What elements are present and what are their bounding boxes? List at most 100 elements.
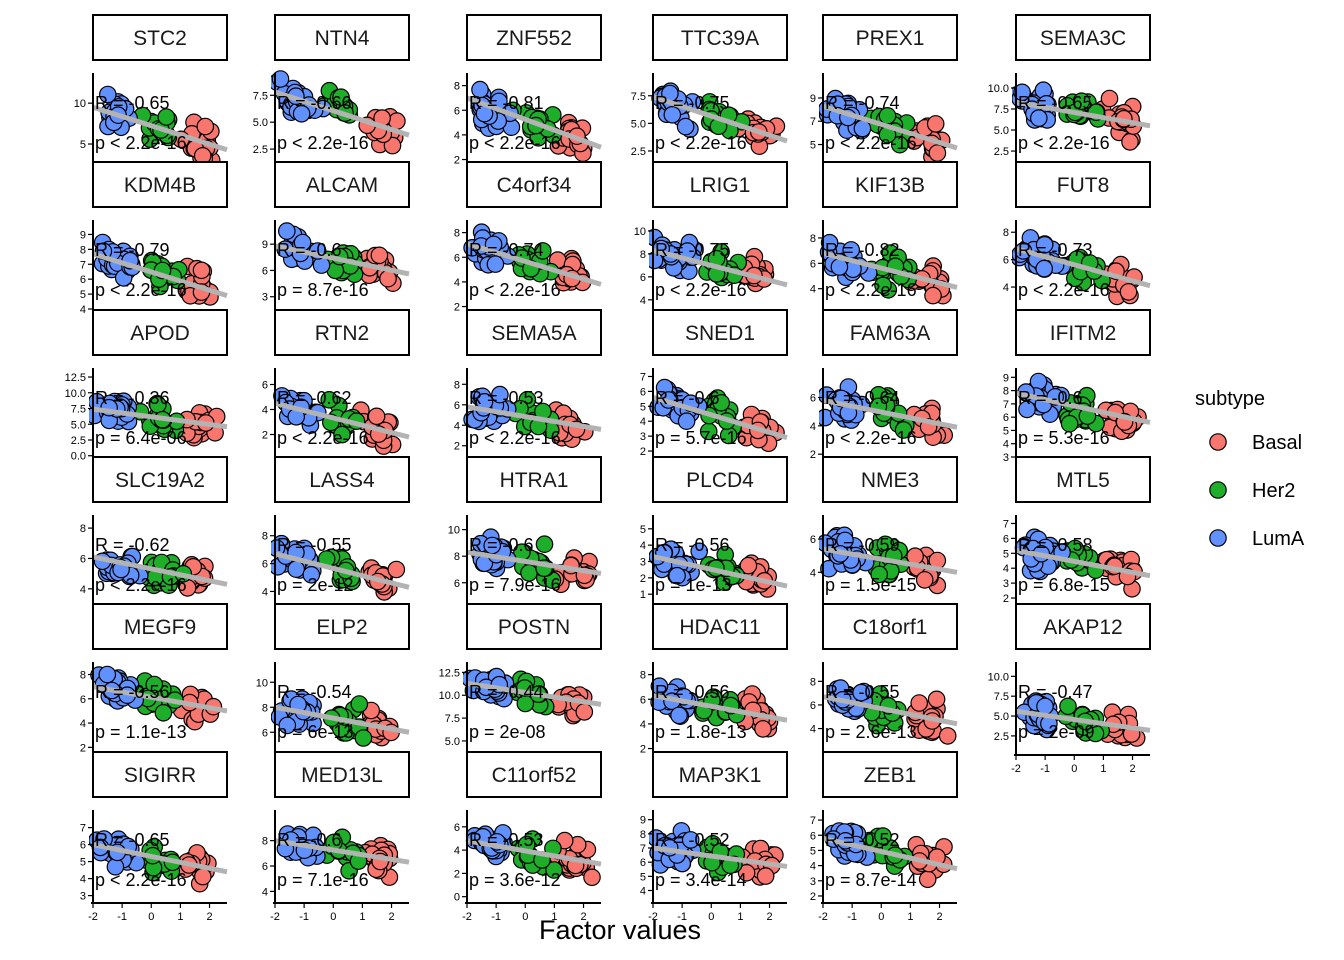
x-tick-label: -1	[1040, 763, 1050, 775]
strip-box	[822, 603, 958, 650]
p-value-label: p = 2e-09	[1018, 722, 1095, 742]
point-basal	[927, 690, 946, 709]
panel-kdm4b: KDM4B R = -0.79 p < 2.2e-16 4 5 6 7 8 9	[80, 161, 228, 316]
strip-label: NME3	[861, 469, 919, 492]
legend-item-her2: Her2	[1209, 480, 1295, 502]
y-tick-label: 8	[1003, 227, 1009, 239]
point-basal	[387, 560, 406, 579]
panel-rtn2: RTN2 R = -0.62 p < 2.2e-16 2 4 6	[262, 309, 410, 461]
y-tick-label: 6	[454, 822, 460, 834]
y-tick-label: 3	[640, 557, 646, 569]
point-her2	[870, 565, 888, 584]
y-tick-label: 5	[1003, 548, 1009, 560]
x-tick-label: -1	[299, 911, 309, 923]
y-tick-label: 8	[262, 836, 268, 848]
y-tick-label: 7.5	[994, 691, 1009, 703]
correlation-label: R = -0.52	[655, 830, 730, 850]
point-her2	[157, 108, 176, 126]
correlation-label: R = -0.59	[825, 535, 900, 555]
y-tick-label: 7	[1003, 399, 1009, 411]
point-her2	[890, 135, 909, 154]
strip-label: LASS4	[309, 469, 375, 492]
point-her2	[154, 703, 173, 722]
y-tick-label: 2	[810, 891, 816, 903]
strip-label: KIF13B	[855, 174, 925, 197]
point-her2	[533, 242, 552, 260]
x-tick-label: 1	[907, 911, 913, 923]
y-tick-label: 5	[810, 140, 816, 152]
y-tick-label: 2	[454, 302, 460, 314]
correlation-label: R = -0.65	[95, 830, 170, 850]
y-tick-label: 8	[454, 379, 460, 391]
y-tick-label: 7.5	[994, 104, 1009, 116]
p-value-label: p = 3.4e-14	[655, 870, 747, 890]
regression-line	[822, 694, 958, 727]
y-tick-label: 2	[640, 573, 646, 585]
y-tick-label: 2	[454, 868, 460, 880]
x-tick-label: -2	[462, 911, 472, 923]
legend-key	[1209, 433, 1227, 451]
point-her2	[354, 729, 373, 747]
regression-line	[822, 397, 958, 430]
strip-box	[822, 14, 958, 61]
y-tick-label: 6	[262, 727, 268, 739]
p-value-label: p < 2.2e-16	[95, 870, 187, 890]
regression-line	[92, 554, 228, 587]
y-tick-label: 3	[80, 891, 86, 903]
p-value-label: p < 2.2e-16	[825, 428, 917, 448]
strip-box	[466, 161, 602, 208]
y-tick-label: 4	[454, 420, 460, 432]
x-tick-label: 2	[388, 911, 394, 923]
point-luma	[676, 117, 695, 136]
strip-label: HTRA1	[500, 469, 569, 492]
regression-line	[466, 838, 602, 867]
y-tick-label: 5	[640, 524, 646, 536]
y-tick-label: 3	[1003, 452, 1009, 464]
strip-box	[274, 309, 410, 356]
correlation-label: R = -0.6	[277, 830, 342, 850]
point-her2	[894, 421, 913, 439]
y-tick-label: 10	[634, 226, 646, 238]
p-value-label: p = 6.4e-06	[95, 428, 187, 448]
point-basal	[1121, 133, 1139, 151]
x-tick-label: 2	[936, 911, 942, 923]
point-basal	[756, 867, 775, 885]
y-tick-label: 4	[1003, 439, 1009, 451]
point-luma	[302, 565, 321, 584]
point-basal	[370, 246, 389, 265]
y-tick-label: 8	[1003, 386, 1009, 398]
strip-box	[92, 456, 228, 503]
strip-label: HDAC11	[679, 616, 760, 639]
strip-label: FUT8	[1057, 174, 1110, 197]
panel-sigirr: SIGIRR R = -0.65 p < 2.2e-16 3 4 5 6 7 -2 -1 0 1 2	[80, 751, 228, 923]
point-basal	[583, 868, 601, 887]
point-luma	[663, 106, 682, 124]
y-tick-label: 6	[454, 578, 460, 590]
y-tick-label: 8	[454, 551, 460, 563]
point-her2	[535, 535, 554, 553]
correlation-label: R = -0.73	[1018, 240, 1093, 260]
legend-key	[1209, 529, 1227, 547]
correlation-label: R = -0.6	[655, 388, 720, 408]
panel-med13l: MED13L R = -0.6 p = 7.1e-16 4 6 8 -2 -1 0 1 2	[262, 751, 410, 923]
y-tick-label: 8	[454, 81, 460, 93]
x-tick-label: 0	[878, 911, 884, 923]
y-tick-label: 12.5	[65, 372, 86, 384]
strip-box	[466, 603, 602, 650]
p-value-label: p < 2.2e-16	[825, 133, 917, 153]
y-tick-label: 6	[640, 272, 646, 284]
x-tick-label: 2	[580, 911, 586, 923]
strip-label: FAM63A	[850, 322, 931, 345]
panel-kif13b: KIF13B R = -0.82 p < 2.2e-16 4 6 8	[810, 161, 958, 313]
regression-line	[822, 546, 958, 575]
strip-box	[1015, 603, 1151, 650]
point-luma	[1018, 400, 1036, 419]
x-tick-label: 2	[766, 911, 772, 923]
x-tick-label: 1	[359, 911, 365, 923]
p-value-label: p < 2.2e-16	[277, 428, 369, 448]
point-her2	[1072, 92, 1091, 110]
y-tick-label: 5.0	[631, 118, 646, 130]
point-basal	[926, 115, 945, 133]
strip-label: SIGIRR	[124, 764, 196, 787]
correlation-label: R = -0.62	[277, 388, 352, 408]
